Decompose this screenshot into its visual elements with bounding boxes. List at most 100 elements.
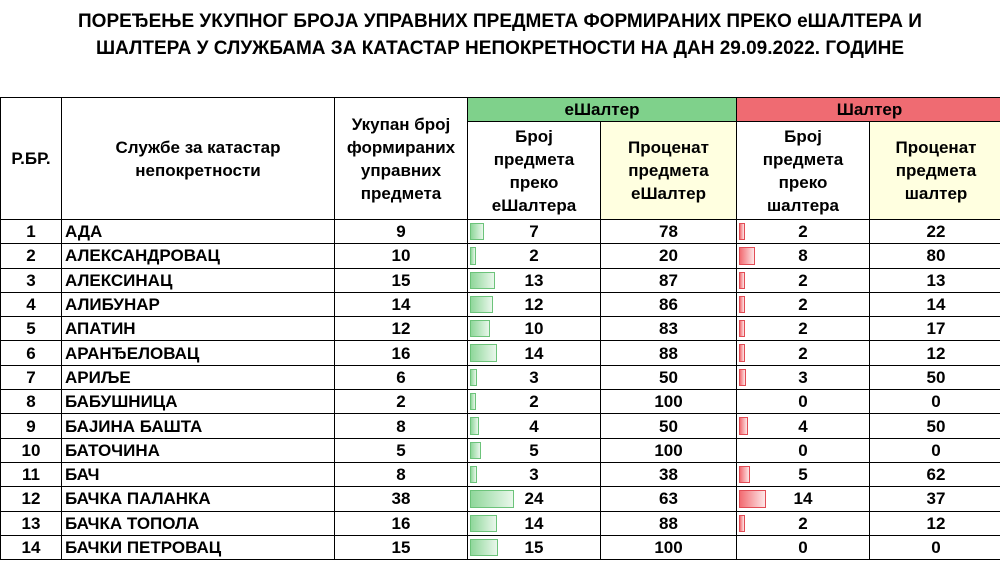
eshalter-data-bar <box>470 490 514 508</box>
row-shalter-count: 0 <box>736 534 870 561</box>
count-value: 2 <box>798 319 808 339</box>
row-total: 8 <box>334 461 468 488</box>
row-service-name: БАЧКИ ПЕТРОВАЦ <box>61 534 335 561</box>
row-service-name: БАЧКА ПАЛАНКА <box>61 486 335 512</box>
row-total: 2 <box>334 389 468 415</box>
row-shalter-count: 4 <box>736 413 870 439</box>
eshalter-data-bar <box>470 465 477 484</box>
row-number: 4 <box>0 291 62 318</box>
row-total: 10 <box>334 243 468 269</box>
title-line-1: ПОРЕЂЕЊЕ УКУПНОГ БРОЈА УПРАВНИХ ПРЕДМЕТА… <box>78 11 922 32</box>
row-eshalter-count: 4 <box>467 413 601 439</box>
count-value: 2 <box>529 392 539 412</box>
row-shalter-count: 2 <box>736 218 870 245</box>
shalter-data-bar <box>739 465 750 484</box>
row-shalter-pct: 37 <box>868 486 1000 512</box>
row-eshalter-pct: 100 <box>600 534 737 561</box>
title-line-2: ШАЛТЕРА У СЛУЖБАМА ЗА КАТАСТАР НЕПОКРЕТН… <box>95 38 904 59</box>
row-shalter-pct: 0 <box>868 389 1000 415</box>
row-number: 9 <box>0 413 62 439</box>
row-service-name: БАЧКА ТОПОЛА <box>61 510 335 536</box>
row-eshalter-count: 7 <box>467 218 601 245</box>
table-row: 14 БАЧКИ ПЕТРОВАЦ 15 15 100 0 0 <box>0 534 1000 561</box>
row-total: 9 <box>334 218 468 245</box>
row-service-name: АДА <box>61 218 335 245</box>
header-eshalter-count: Број предмета преко еШалтера <box>467 121 601 220</box>
header-rbr: Р.БР. <box>0 97 62 220</box>
row-total: 12 <box>334 316 468 342</box>
row-total: 14 <box>334 291 468 318</box>
eshalter-data-bar <box>470 295 493 314</box>
document-title: ПОРЕЂЕЊЕ УКУПНОГ БРОЈА УПРАВНИХ ПРЕДМЕТА… <box>0 8 1000 62</box>
row-service-name: АРАНЂЕЛОВАЦ <box>61 340 335 366</box>
count-value: 5 <box>798 465 808 485</box>
row-shalter-count: 2 <box>736 291 870 318</box>
row-eshalter-count: 3 <box>467 364 601 391</box>
row-eshalter-count: 12 <box>467 291 601 318</box>
table-row: 5 АПАТИН 12 10 83 2 17 <box>0 316 1000 342</box>
row-eshalter-pct: 50 <box>600 413 737 439</box>
row-eshalter-count: 3 <box>467 461 601 488</box>
row-total: 6 <box>334 364 468 391</box>
header-total: Укупан број формираних управних предмета <box>334 97 468 220</box>
eshalter-data-bar <box>470 368 477 387</box>
header-shalter-pct: Проценат предмета шалтер <box>868 121 1000 220</box>
row-eshalter-count: 14 <box>467 510 601 536</box>
eshalter-data-bar <box>470 223 484 241</box>
row-service-name: АЛЕКСАНДРОВАЦ <box>61 243 335 269</box>
row-shalter-count: 5 <box>736 461 870 488</box>
shalter-data-bar <box>739 223 745 241</box>
row-service-name: БАБУШНИЦА <box>61 389 335 415</box>
count-value: 0 <box>798 538 808 557</box>
row-eshalter-count: 24 <box>467 486 601 512</box>
row-shalter-pct: 80 <box>868 243 1000 269</box>
header-service: Службе за катастар непокретности <box>61 97 335 220</box>
row-number: 2 <box>0 243 62 269</box>
row-total: 8 <box>334 413 468 439</box>
eshalter-data-bar <box>470 514 497 532</box>
table-row: 11 БАЧ 8 3 38 5 62 <box>0 461 1000 488</box>
row-eshalter-pct: 86 <box>600 291 737 318</box>
count-value: 4 <box>798 416 808 436</box>
row-eshalter-pct: 20 <box>600 243 737 269</box>
shalter-data-bar <box>739 295 745 314</box>
row-shalter-count: 8 <box>736 243 870 269</box>
row-total: 15 <box>334 534 468 561</box>
eshalter-data-bar <box>470 441 481 459</box>
row-total: 16 <box>334 510 468 536</box>
count-value: 2 <box>529 246 539 266</box>
count-value: 2 <box>798 270 808 290</box>
row-shalter-count: 14 <box>736 486 870 512</box>
header-eshalter-pct: Проценат предмета еШалтер <box>600 121 737 220</box>
count-value: 14 <box>793 489 813 509</box>
row-shalter-count: 0 <box>736 437 870 463</box>
table-row: 13 БАЧКА ТОПОЛА 16 14 88 2 12 <box>0 510 1000 536</box>
row-number: 8 <box>0 389 62 415</box>
count-value: 8 <box>798 246 808 266</box>
count-value: 0 <box>798 440 808 460</box>
row-number: 10 <box>0 437 62 463</box>
header-shalter-group: Шалтер <box>735 97 1000 122</box>
count-value: 13 <box>524 270 544 290</box>
table-row: 10 БАТОЧИНА 5 5 100 0 0 <box>0 437 1000 463</box>
count-value: 2 <box>798 222 808 242</box>
row-number: 11 <box>0 461 62 488</box>
row-shalter-pct: 22 <box>868 218 1000 245</box>
row-shalter-pct: 62 <box>868 461 1000 488</box>
table-row: 7 АРИЉЕ 6 3 50 3 50 <box>0 364 1000 391</box>
table-row: 6 АРАНЂЕЛОВАЦ 16 14 88 2 12 <box>0 340 1000 366</box>
table-row: 4 АЛИБУНАР 14 12 86 2 14 <box>0 291 1000 318</box>
eshalter-data-bar <box>470 320 490 338</box>
count-value: 12 <box>524 295 544 315</box>
row-shalter-pct: 17 <box>868 316 1000 342</box>
row-shalter-count: 3 <box>736 364 870 391</box>
row-eshalter-count: 10 <box>467 316 601 342</box>
count-value: 4 <box>529 416 539 436</box>
shalter-data-bar <box>739 490 766 508</box>
row-service-name: АПАТИН <box>61 316 335 342</box>
row-eshalter-count: 2 <box>467 389 601 415</box>
row-eshalter-pct: 78 <box>600 218 737 245</box>
row-number: 14 <box>0 534 62 561</box>
row-number: 12 <box>0 486 62 512</box>
row-shalter-count: 2 <box>736 267 870 293</box>
